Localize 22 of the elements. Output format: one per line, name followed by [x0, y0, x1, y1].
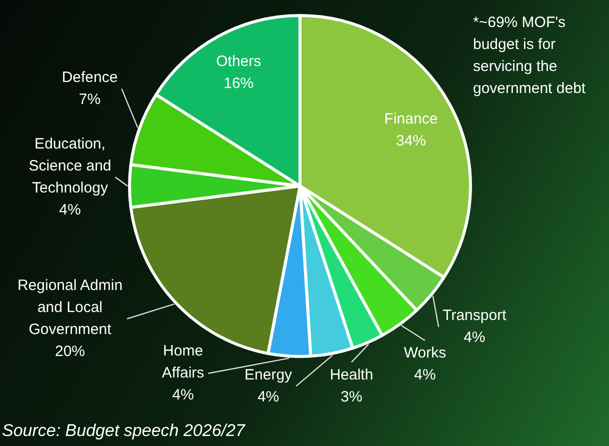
slice-label: Energy	[244, 366, 293, 384]
data-label: 4%	[257, 388, 280, 406]
slice-label: Transport	[442, 306, 508, 324]
data-label: 34%	[396, 132, 426, 150]
data-label: 4%	[172, 386, 194, 404]
slice-label: Works	[404, 344, 446, 362]
slice-label: Education, Science and Technology	[28, 135, 112, 196]
source-note: Source: Budget speech 2026/27	[2, 421, 245, 441]
slice-label: Health	[330, 366, 374, 384]
slice-label: Others	[216, 53, 262, 70]
data-label: 4%	[414, 366, 436, 384]
text: *~69% MOF's budget is for servicing the government debt	[473, 13, 587, 99]
data-label: 7%	[78, 90, 101, 108]
slice-label: Defence	[62, 68, 118, 86]
slice-label: Home Affairs	[162, 342, 204, 382]
data-label: 4%	[464, 328, 486, 346]
data-label: 20%	[54, 342, 86, 360]
data-label: 3%	[340, 388, 362, 406]
data-label: 4%	[59, 201, 81, 218]
data-label: 16%	[224, 75, 254, 92]
slice-label: Regional Admin and Local Government	[17, 276, 123, 338]
slice-label: Finance	[384, 110, 438, 128]
